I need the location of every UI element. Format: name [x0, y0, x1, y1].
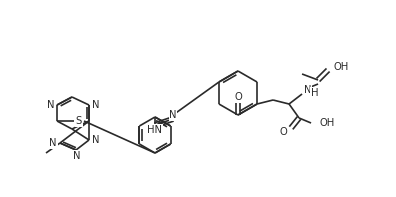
Text: O: O	[279, 127, 287, 137]
Text: N: N	[304, 85, 312, 95]
Text: OH: OH	[333, 62, 348, 72]
Text: HN: HN	[147, 125, 162, 135]
Text: N: N	[169, 110, 177, 120]
Text: N: N	[46, 100, 54, 110]
Text: N: N	[92, 135, 99, 145]
Text: O: O	[234, 92, 242, 102]
Text: S: S	[76, 116, 82, 126]
Text: OH: OH	[319, 118, 334, 128]
Text: N: N	[50, 138, 57, 148]
Text: N: N	[73, 151, 81, 161]
Text: N: N	[92, 100, 99, 110]
Text: H: H	[311, 88, 318, 98]
